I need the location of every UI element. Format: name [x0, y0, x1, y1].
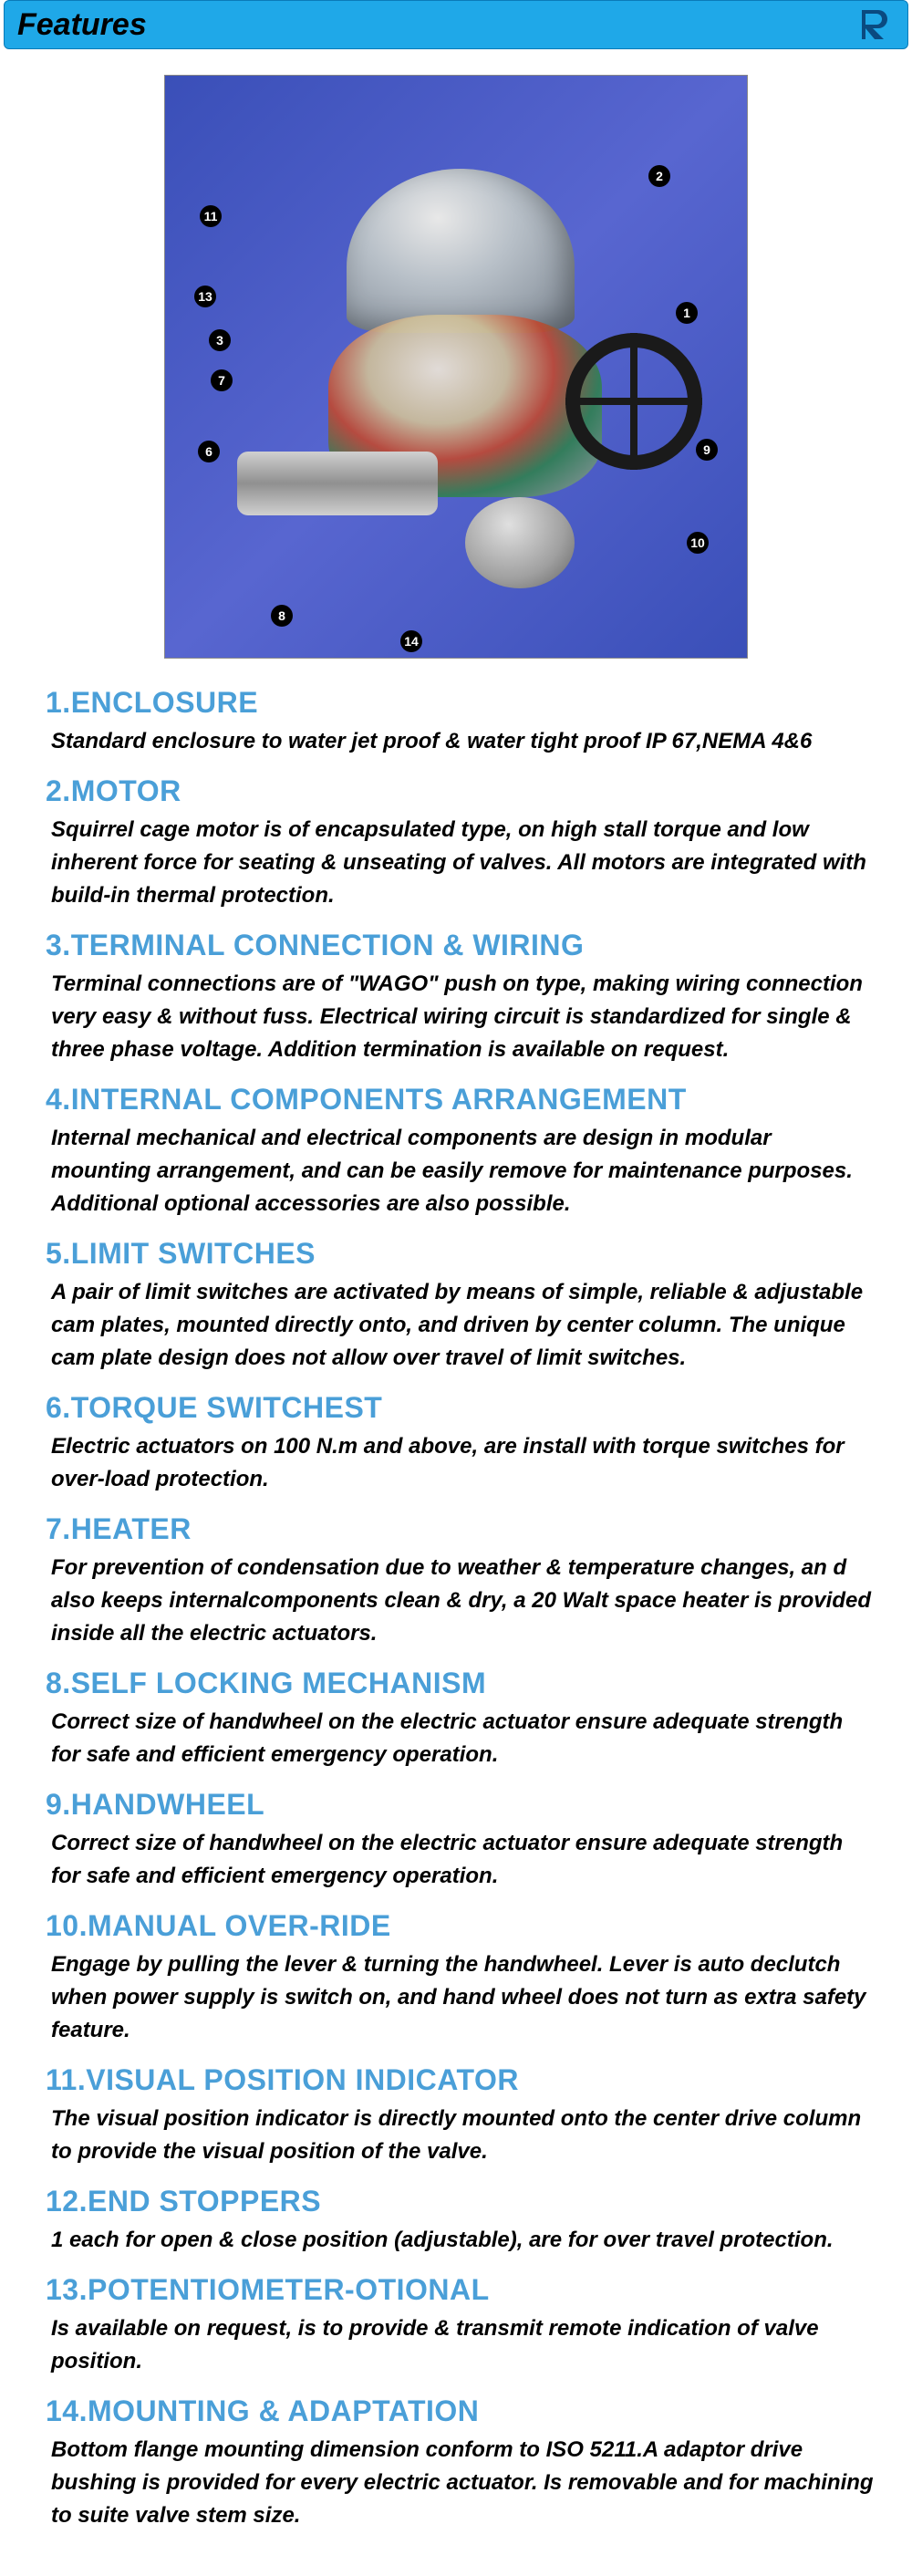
feature-title: 14.MOUNTING & ADAPTATION: [46, 2394, 876, 2428]
feature-title: 6.TORQUE SWITCHEST: [46, 1391, 876, 1425]
feature-title: 2.MOTOR: [46, 774, 876, 808]
feature-10: 10.MANUAL OVER-RIDE Engage by pulling the…: [46, 1909, 876, 2047]
diagram-container: 112131376910814: [0, 57, 912, 686]
feature-3: 3.TERMINAL CONNECTION & WIRING Terminal c…: [46, 929, 876, 1066]
feature-desc: For prevention of condensation due to we…: [51, 1552, 876, 1650]
feature-desc: A pair of limit switches are activated b…: [51, 1276, 876, 1375]
actuator-cutaway-diagram: 112131376910814: [164, 75, 748, 659]
callout-11: 11: [200, 205, 222, 227]
feature-2: 2.MOTOR Squirrel cage motor is of encapsu…: [46, 774, 876, 912]
feature-5: 5.LIMIT SWITCHES A pair of limit switches…: [46, 1237, 876, 1375]
feature-title: 5.LIMIT SWITCHES: [46, 1237, 876, 1271]
callout-1: 1: [676, 302, 698, 324]
feature-title: 10.MANUAL OVER-RIDE: [46, 1909, 876, 1943]
callout-14: 14: [400, 630, 422, 652]
feature-title: 7.HEATER: [46, 1512, 876, 1546]
feature-title: 3.TERMINAL CONNECTION & WIRING: [46, 929, 876, 962]
features-list: 1.ENCLOSURE Standard enclosure to water j…: [0, 686, 912, 2576]
feature-9: 9.HANDWHEEL Correct size of handwheel on …: [46, 1788, 876, 1893]
feature-4: 4.INTERNAL COMPONENTS ARRANGEMENT Interna…: [46, 1083, 876, 1220]
feature-desc: Terminal connections are of "WAGO" push …: [51, 968, 876, 1066]
feature-desc: Is available on request, is to provide &…: [51, 2312, 876, 2378]
feature-12: 12.END STOPPERS 1 each for open & close p…: [46, 2185, 876, 2257]
handwheel-shape: [565, 333, 702, 470]
brand-logo-icon: [855, 5, 895, 45]
feature-desc: Engage by pulling the lever & turning th…: [51, 1948, 876, 2047]
feature-desc: Internal mechanical and electrical compo…: [51, 1122, 876, 1220]
feature-desc: The visual position indicator is directl…: [51, 2103, 876, 2168]
feature-14: 14.MOUNTING & ADAPTATION Bottom flange mo…: [46, 2394, 876, 2532]
callout-8: 8: [271, 605, 293, 627]
feature-7: 7.HEATER For prevention of condensation d…: [46, 1512, 876, 1650]
feature-title: 8.SELF LOCKING MECHANISM: [46, 1667, 876, 1700]
feature-desc: 1 each for open & close position (adjust…: [51, 2224, 876, 2257]
shaft-shape: [237, 452, 438, 515]
feature-desc: Squirrel cage motor is of encapsulated t…: [51, 814, 876, 912]
feature-desc: Correct size of handwheel on the electri…: [51, 1827, 876, 1893]
base-mount-shape: [465, 497, 575, 588]
feature-title: 9.HANDWHEEL: [46, 1788, 876, 1822]
callout-3: 3: [209, 329, 231, 351]
feature-1: 1.ENCLOSURE Standard enclosure to water j…: [46, 686, 876, 758]
feature-title: 1.ENCLOSURE: [46, 686, 876, 720]
feature-desc: Correct size of handwheel on the electri…: [51, 1706, 876, 1771]
callout-7: 7: [211, 369, 233, 391]
callout-2: 2: [648, 165, 670, 187]
feature-title: 4.INTERNAL COMPONENTS ARRANGEMENT: [46, 1083, 876, 1117]
callout-13: 13: [194, 286, 216, 307]
callout-9: 9: [696, 439, 718, 461]
feature-11: 11.VISUAL POSITION INDICATOR The visual p…: [46, 2063, 876, 2168]
feature-13: 13.POTENTIOMETER-OTIONAL Is available on …: [46, 2273, 876, 2378]
feature-title: 13.POTENTIOMETER-OTIONAL: [46, 2273, 876, 2307]
callout-10: 10: [687, 532, 709, 554]
feature-desc: Electric actuators on 100 N.m and above,…: [51, 1430, 876, 1496]
enclosure-shape: [347, 169, 575, 333]
actuator-illustration: [264, 187, 648, 570]
feature-desc: Standard enclosure to water jet proof & …: [51, 725, 876, 758]
feature-desc: Bottom flange mounting dimension conform…: [51, 2434, 876, 2532]
page-title: Features: [17, 7, 147, 43]
feature-title: 11.VISUAL POSITION INDICATOR: [46, 2063, 876, 2097]
feature-6: 6.TORQUE SWITCHEST Electric actuators on …: [46, 1391, 876, 1496]
callout-6: 6: [198, 441, 220, 462]
header-bar: Features: [4, 0, 908, 49]
feature-title: 12.END STOPPERS: [46, 2185, 876, 2218]
feature-8: 8.SELF LOCKING MECHANISM Correct size of …: [46, 1667, 876, 1771]
